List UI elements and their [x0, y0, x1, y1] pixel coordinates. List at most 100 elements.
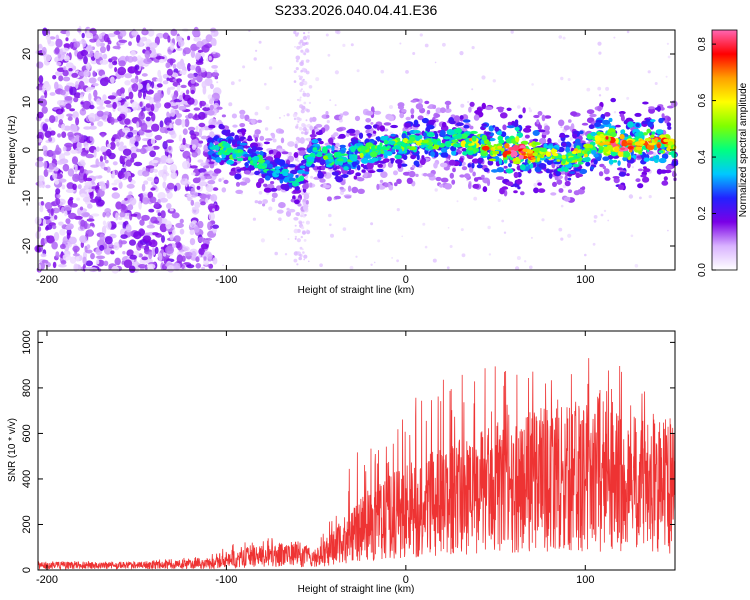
noise-dot: [424, 43, 429, 48]
noise-blob: [154, 246, 159, 254]
noise-dot: [284, 253, 288, 256]
stripe-dot: [306, 35, 310, 39]
ridge-blob: [232, 152, 237, 159]
ridge-blob: [488, 158, 497, 162]
ridge-blob: [221, 114, 226, 118]
noise-blob: [162, 173, 167, 182]
noise-blob: [59, 89, 66, 96]
ridge-peak: [252, 159, 257, 164]
ridge-blob: [263, 183, 268, 187]
ridge-blob: [442, 136, 451, 140]
noise-blob: [175, 222, 184, 229]
noise-blob: [166, 113, 174, 117]
noise-blob: [74, 164, 78, 173]
ridge-blob: [334, 151, 342, 158]
noise-blob: [164, 102, 171, 109]
noise-blob: [166, 139, 174, 143]
ridge-blob: [590, 131, 597, 137]
ridge-blob: [482, 186, 488, 193]
noise-dot: [242, 65, 246, 69]
noise-dot: [541, 218, 545, 222]
ridge-blob: [309, 125, 314, 131]
noise-blob: [133, 231, 142, 240]
stripe-dot: [296, 45, 300, 50]
ridge-blob: [280, 137, 285, 144]
noise-blob: [84, 182, 93, 186]
ridge-blob: [394, 154, 402, 160]
noise-blob: [140, 147, 147, 155]
stripe-dot: [298, 126, 303, 131]
ridge-blob: [627, 161, 631, 169]
noise-blob: [121, 199, 129, 205]
ridge-blob: [452, 167, 456, 173]
noise-blob: [119, 29, 127, 37]
noise-blob: [139, 193, 144, 201]
noise-blob: [49, 92, 56, 96]
ridge-blob: [598, 171, 604, 177]
noise-blob: [146, 224, 155, 229]
ridge-peak: [551, 156, 555, 160]
ridge-blob: [402, 154, 408, 160]
noise-dot: [319, 263, 323, 268]
snr-series-line: [37, 358, 676, 571]
noise-blob: [139, 101, 143, 107]
noise-blob: [72, 111, 79, 119]
noise-blob: [151, 123, 160, 132]
ridge-blob: [356, 177, 365, 182]
noise-dot: [328, 213, 332, 218]
noise-blob: [41, 259, 49, 264]
ridge-blob: [357, 188, 365, 194]
stripe-dot: [302, 201, 305, 204]
noise-blob: [118, 216, 123, 221]
noise-blob: [153, 169, 159, 173]
ridge-blob: [512, 161, 521, 165]
ridge-blob: [469, 166, 474, 173]
ridge-blob: [339, 144, 346, 148]
noise-blob: [52, 75, 57, 80]
noise-blob: [130, 213, 139, 217]
noise-blob: [110, 250, 115, 255]
stripe-dot: [308, 260, 310, 263]
noise-dot: [487, 225, 491, 230]
noise-blob: [166, 87, 171, 95]
noise-blob: [89, 38, 97, 43]
ridge-blob: [287, 141, 295, 147]
noise-blob: [145, 165, 155, 169]
ridge-peak: [526, 149, 534, 154]
ridge-blob: [468, 182, 472, 189]
ridge-blob: [562, 158, 566, 165]
noise-dot: [308, 85, 313, 89]
noise-blob: [122, 127, 131, 133]
ridge-blob: [463, 124, 470, 129]
ridge-blob: [508, 163, 512, 168]
ridge-blob: [569, 171, 576, 175]
ridge-blob: [293, 217, 299, 221]
noise-blob: [123, 259, 133, 269]
noise-dot: [424, 245, 428, 249]
noise-blob: [86, 53, 94, 58]
noise-dot: [342, 227, 347, 231]
ridge-blob: [541, 132, 548, 136]
noise-blob: [126, 183, 135, 189]
ridge-blob: [207, 180, 216, 185]
noise-dot: [467, 100, 470, 104]
ridge-blob: [269, 149, 274, 154]
ridge-blob: [388, 115, 394, 122]
noise-blob: [63, 66, 67, 71]
noise-blob: [189, 229, 195, 235]
noise-blob: [102, 94, 107, 102]
ridge-blob: [581, 186, 586, 191]
noise-blob: [100, 145, 107, 153]
ridge-blob: [422, 172, 428, 177]
noise-dot: [459, 51, 464, 56]
ridge-blob: [401, 133, 407, 139]
noise-blob: [195, 52, 202, 60]
ridge-peak: [210, 146, 214, 150]
noise-blob: [96, 106, 106, 110]
noise-dot: [265, 106, 270, 110]
noise-blob: [124, 118, 131, 125]
noise-blob: [38, 75, 44, 84]
ridge-blob: [586, 109, 595, 115]
noise-dot: [592, 242, 596, 246]
noise-blob: [113, 179, 122, 184]
